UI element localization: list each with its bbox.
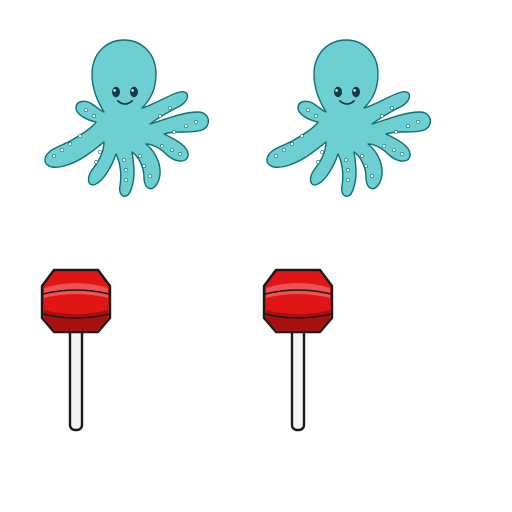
octopus-body	[266, 39, 431, 197]
lollipop-icon	[40, 264, 112, 432]
octopus-drawing	[266, 39, 431, 197]
octopus-body	[44, 39, 209, 197]
lollipop-drawing	[262, 268, 334, 432]
lollipop-icon	[262, 264, 334, 432]
octopus-face	[112, 86, 138, 105]
octopus-suckers	[274, 106, 420, 182]
octopus-icon	[40, 38, 216, 202]
lollipop-candy	[40, 268, 112, 334]
octopus-drawing	[44, 39, 209, 197]
octopus-icon	[262, 38, 438, 202]
lollipop-stick	[290, 320, 306, 432]
lollipop-stick	[68, 320, 84, 432]
octopus-face	[334, 86, 360, 105]
octopus-suckers	[52, 106, 198, 182]
lollipop-drawing	[40, 268, 112, 432]
lollipop-candy	[262, 268, 334, 334]
